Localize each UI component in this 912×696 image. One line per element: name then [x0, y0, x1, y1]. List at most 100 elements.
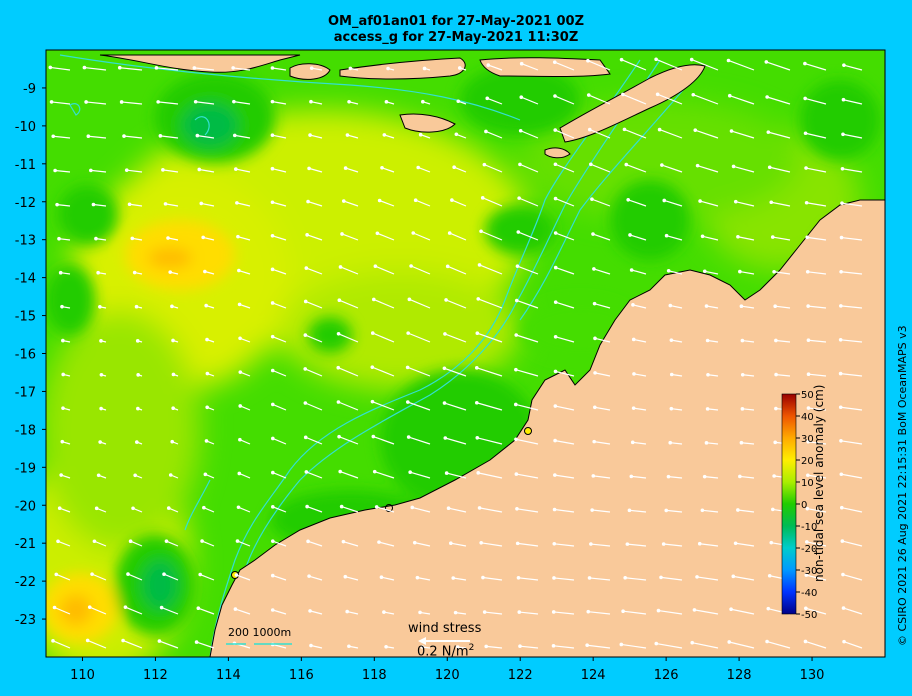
- wind-arrow: [733, 541, 755, 547]
- lat-tick-label: -21: [15, 537, 36, 552]
- wind-arrow: [131, 506, 143, 513]
- wind-arrow: [803, 61, 827, 71]
- wind-arrow: [238, 336, 251, 343]
- wind-arrow: [94, 506, 107, 513]
- wind-arrow: [338, 469, 359, 479]
- wind-arrow: [475, 331, 503, 343]
- wind-arrow: [270, 334, 287, 343]
- wind-arrow: [838, 371, 863, 377]
- wind-arrow: [804, 606, 827, 615]
- wind-arrow: [480, 196, 503, 207]
- wind-arrow: [838, 338, 863, 343]
- wind-arrow: [668, 303, 683, 309]
- wind-arrow: [98, 304, 107, 309]
- wind-arrow: [626, 197, 647, 207]
- wind-arrow: [135, 339, 143, 343]
- wind-arrow: [270, 402, 287, 411]
- wind-arrow: [168, 270, 179, 275]
- wind-arrow: [303, 367, 323, 377]
- wind-arrow: [553, 231, 575, 241]
- wind-arrow: [661, 542, 683, 547]
- wind-arrow: [338, 265, 359, 275]
- wind-arrow: [700, 508, 719, 513]
- lon-tick-label: 114: [216, 668, 241, 683]
- wind-arrow: [306, 199, 323, 207]
- lat-tick-label: -9: [23, 82, 36, 97]
- lat-tick-label: -16: [15, 348, 36, 363]
- wind-arrow: [270, 200, 287, 207]
- wind-arrow: [415, 575, 431, 581]
- wind-arrow: [443, 436, 467, 445]
- wind-arrow: [406, 435, 431, 445]
- wind-arrow: [632, 372, 647, 377]
- wind-arrow: [303, 401, 323, 411]
- wind-arrow: [124, 168, 143, 173]
- wind-arrow: [738, 474, 755, 479]
- wind-arrow: [85, 638, 107, 649]
- wind-arrow: [372, 469, 395, 479]
- wind-arrow: [660, 163, 683, 173]
- lon-tick-label: 124: [581, 668, 606, 683]
- wind-arrow: [774, 338, 791, 343]
- wind-arrow: [841, 132, 863, 139]
- wind-arrow: [656, 608, 683, 615]
- wind-arrow: [444, 471, 467, 479]
- wind-arrow: [84, 100, 107, 105]
- wind-arrow: [840, 166, 863, 173]
- isobath-legend-label: 200 1000m: [228, 626, 292, 639]
- wind-arrow: [705, 338, 719, 343]
- wind-arrow: [702, 474, 719, 479]
- wind-arrow: [232, 99, 251, 105]
- wind-arrow: [196, 606, 215, 615]
- wind-arrow: [99, 339, 107, 343]
- wind-arrow: [234, 167, 251, 173]
- wind-arrow: [623, 575, 647, 581]
- wind-arrow: [86, 134, 107, 139]
- wind-arrow: [586, 93, 611, 105]
- wind-arrow: [727, 93, 755, 105]
- wind-arrow: [130, 236, 143, 241]
- wind-arrow: [662, 198, 683, 207]
- lon-tick-label: 130: [800, 668, 825, 683]
- wind-arrow: [158, 134, 179, 139]
- land-java-east: [99, 54, 301, 73]
- wind-arrow: [553, 162, 575, 173]
- wind-arrow: [135, 440, 143, 445]
- wind-arrow: [669, 372, 683, 377]
- wind-arrow: [553, 94, 575, 105]
- wind-arrow: [630, 440, 647, 445]
- wind-arrow: [726, 58, 755, 71]
- wind-arrow: [410, 505, 431, 513]
- wind-arrow: [553, 196, 575, 207]
- wind-arrow: [270, 66, 287, 71]
- wind-arrow: [702, 269, 719, 275]
- wind-arrow: [232, 133, 251, 139]
- wind-arrow: [204, 303, 215, 309]
- wind-arrow: [99, 406, 107, 411]
- latitude-axis: -9 -10 -11 -12 -13 -14 -15 -16 -17 -18 -19 -20 -21 -2…: [15, 82, 46, 628]
- wind-arrow: [340, 232, 359, 241]
- wind-stress-value: 0.2 N/m2: [417, 643, 475, 660]
- map-title-model: OM_af01an01 for 27-May-2021 00Z: [327, 14, 585, 29]
- wind-arrow: [841, 572, 863, 581]
- wind-arrow: [386, 66, 395, 71]
- lon-tick-label: 120: [435, 668, 460, 683]
- wind-arrow: [52, 605, 71, 615]
- wind-arrow: [664, 233, 683, 241]
- wind-arrow: [769, 200, 791, 207]
- wind-arrow: [839, 235, 863, 241]
- lat-tick-label: -20: [15, 499, 36, 514]
- wind-arrow: [729, 607, 755, 615]
- colorbar-tick-label: 40: [801, 412, 814, 423]
- wind-arrow: [451, 576, 467, 581]
- wind-arrow: [621, 92, 647, 105]
- wind-arrow: [170, 304, 179, 309]
- wind-arrow: [270, 267, 287, 275]
- wind-arrow: [476, 297, 503, 309]
- lat-tick-label: -23: [15, 613, 36, 628]
- wind-arrow: [669, 406, 683, 411]
- wind-stress-title: wind stress: [408, 621, 482, 636]
- lat-tick-label: -18: [15, 423, 36, 438]
- wind-arrow: [706, 372, 719, 377]
- wind-arrow: [664, 508, 683, 513]
